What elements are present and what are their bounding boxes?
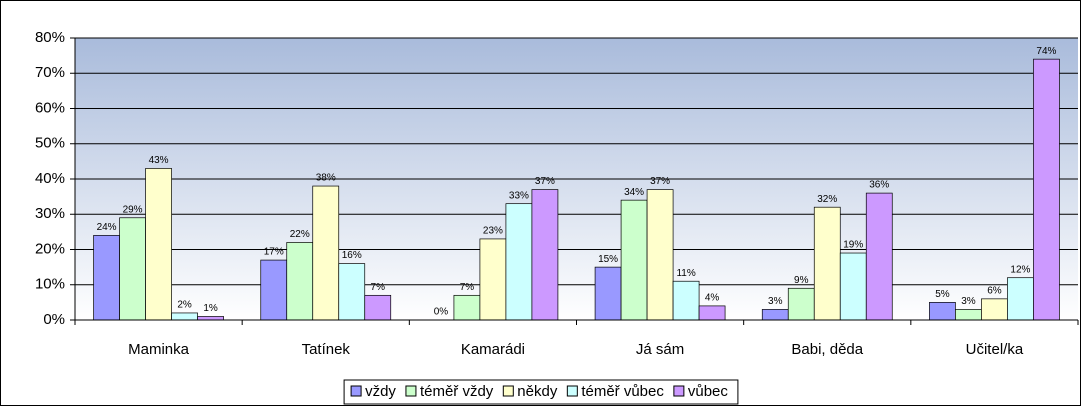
- bar: [93, 235, 120, 321]
- bar: [119, 217, 146, 321]
- bar: [865, 192, 893, 321]
- data-label: 4%: [705, 293, 720, 304]
- y-tick-label: 80%: [35, 29, 65, 46]
- legend-swatch: [673, 385, 685, 397]
- data-label: 12%: [1010, 264, 1030, 275]
- y-tick-label: 70%: [35, 64, 65, 81]
- y-tick-label: 30%: [35, 205, 65, 222]
- bar: [672, 280, 700, 321]
- bar: [312, 185, 340, 321]
- y-tick-label: 10%: [35, 276, 65, 293]
- data-label: 1%: [203, 303, 218, 314]
- bar: [171, 312, 198, 321]
- bar: [839, 252, 867, 321]
- y-tick-label: 20%: [35, 240, 65, 257]
- data-label: 37%: [535, 176, 555, 187]
- x-tick-label: Tatínek: [302, 341, 351, 358]
- data-label: 3%: [768, 296, 783, 307]
- data-label: 2%: [177, 300, 192, 311]
- bar: [620, 199, 648, 321]
- data-label: 37%: [650, 176, 670, 187]
- x-tick-label: Maminka: [128, 341, 190, 358]
- bar: [787, 287, 815, 321]
- bar: [646, 189, 674, 321]
- data-label: 22%: [290, 229, 310, 240]
- x-tick-label: Učitel/ka: [966, 341, 1024, 358]
- data-label: 15%: [598, 254, 618, 265]
- y-tick-label: 40%: [35, 170, 65, 187]
- data-label: 23%: [483, 226, 503, 237]
- legend-label: vždy: [365, 383, 396, 400]
- bar: [505, 203, 533, 321]
- legend-swatch: [502, 385, 514, 397]
- legend-label: vůbec: [688, 383, 729, 400]
- data-label: 11%: [676, 268, 695, 279]
- legend-swatch: [405, 385, 417, 397]
- y-tick-label: 60%: [35, 99, 65, 116]
- data-label: 19%: [843, 240, 863, 251]
- data-label: 24%: [97, 222, 117, 233]
- bar: [364, 294, 392, 321]
- bar: [1007, 277, 1034, 321]
- bar: [955, 309, 982, 321]
- x-tick-label: Babi, děda: [791, 341, 863, 358]
- data-label: 17%: [264, 247, 284, 258]
- legend-swatch: [566, 385, 578, 397]
- data-label: 16%: [342, 250, 362, 261]
- data-label: 36%: [869, 180, 889, 191]
- bar: [145, 168, 172, 321]
- data-label: 38%: [316, 173, 336, 184]
- x-tick-label: Kamarádi: [461, 341, 525, 358]
- data-label: 43%: [149, 155, 169, 166]
- data-label: 29%: [123, 204, 143, 215]
- bar: [698, 305, 726, 321]
- bar: [594, 266, 622, 321]
- bar: [981, 298, 1008, 321]
- data-label: 5%: [935, 289, 950, 300]
- data-label: 33%: [509, 190, 529, 201]
- bar: [761, 309, 789, 321]
- bar: [260, 259, 288, 321]
- data-label: 9%: [794, 275, 809, 286]
- legend-label: téměř vždy: [420, 383, 494, 400]
- data-label: 3%: [961, 296, 976, 307]
- bar: [813, 206, 841, 321]
- x-tick-label: Já sám: [636, 341, 684, 358]
- data-label: 0%: [434, 307, 449, 318]
- legend-label: téměř vůbec: [581, 383, 664, 400]
- bar: [286, 242, 314, 321]
- legend: vždy téměř vždy někdy téměř vůbec vůbec: [343, 379, 739, 405]
- bar: [479, 238, 507, 321]
- bar: [531, 189, 559, 321]
- data-label: 74%: [1036, 46, 1056, 57]
- legend-label: někdy: [517, 383, 558, 400]
- data-label: 6%: [987, 285, 1002, 296]
- data-label: 32%: [817, 194, 837, 205]
- bar: [453, 294, 481, 321]
- y-tick-label: 50%: [35, 135, 65, 152]
- data-label: 7%: [460, 282, 475, 293]
- bar: [197, 316, 224, 321]
- legend-swatch: [350, 385, 362, 397]
- data-label: 34%: [624, 187, 644, 198]
- data-label: 7%: [371, 282, 386, 293]
- bar: [338, 263, 366, 321]
- bar: [929, 302, 956, 321]
- bar: [1033, 58, 1060, 321]
- y-tick-label: 0%: [43, 311, 65, 328]
